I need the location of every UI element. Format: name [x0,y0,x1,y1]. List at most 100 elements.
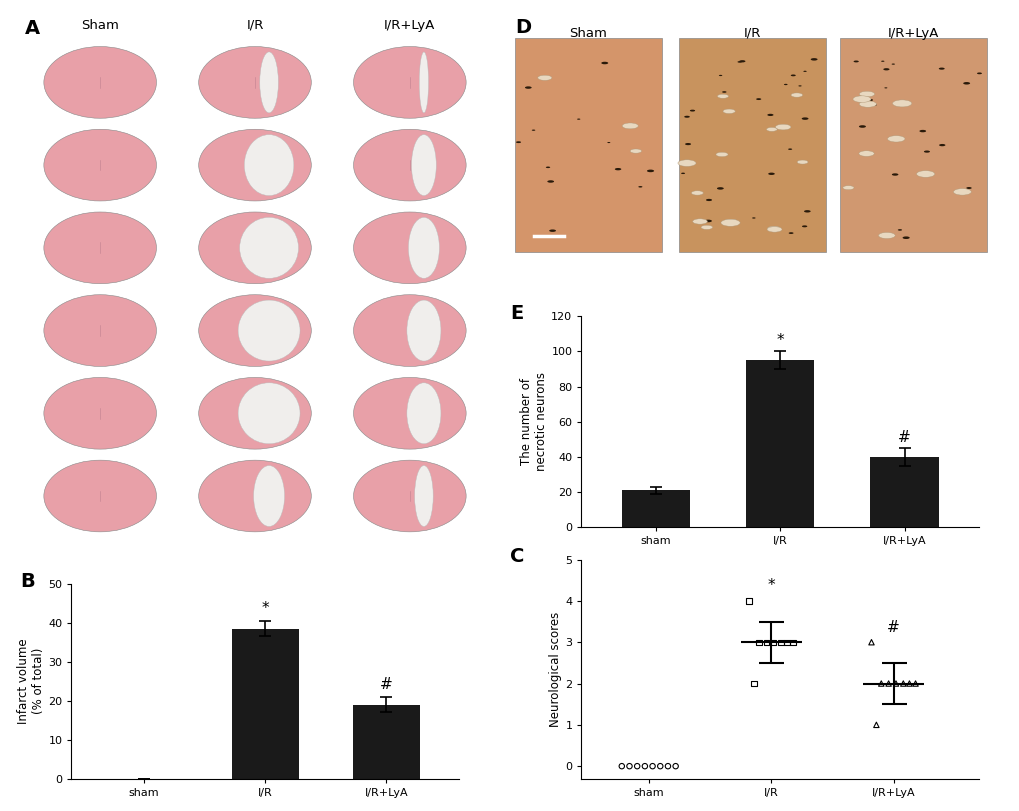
Ellipse shape [638,186,642,187]
Ellipse shape [705,199,711,201]
Ellipse shape [44,460,156,532]
Text: #: # [898,430,910,444]
Ellipse shape [691,191,703,195]
Ellipse shape [965,187,971,189]
Y-axis label: Neurological scores: Neurological scores [549,611,561,727]
Ellipse shape [537,75,551,80]
Point [879,677,896,690]
Ellipse shape [516,141,521,143]
Ellipse shape [718,75,721,76]
Point [740,594,756,607]
Point [644,760,660,773]
Ellipse shape [407,300,440,361]
Ellipse shape [923,151,929,152]
Ellipse shape [788,148,792,150]
Ellipse shape [44,294,156,367]
Ellipse shape [614,168,621,170]
Ellipse shape [751,217,755,219]
Ellipse shape [788,232,793,234]
Ellipse shape [237,300,300,361]
Text: #: # [379,677,392,692]
Bar [840,37,986,251]
Text: *: * [261,601,269,616]
Ellipse shape [646,169,653,172]
Ellipse shape [858,151,873,157]
Ellipse shape [916,170,933,178]
Ellipse shape [852,96,870,102]
Text: I/R+LyA: I/R+LyA [384,19,435,32]
Bar [869,457,937,527]
Ellipse shape [254,466,284,526]
Ellipse shape [810,58,817,61]
Ellipse shape [937,67,944,70]
Ellipse shape [755,98,760,100]
Ellipse shape [692,219,707,224]
Ellipse shape [798,85,801,87]
Ellipse shape [44,46,156,118]
Point [862,636,878,649]
Ellipse shape [408,217,439,278]
Text: Sham: Sham [569,27,606,40]
Ellipse shape [44,377,156,449]
Ellipse shape [411,135,436,195]
Ellipse shape [622,123,638,129]
Bar [622,490,690,527]
Ellipse shape [866,99,872,101]
Text: A: A [25,19,40,38]
Ellipse shape [801,118,808,120]
Ellipse shape [737,61,741,62]
Point [666,760,683,773]
Ellipse shape [766,114,772,116]
Ellipse shape [245,135,293,195]
Ellipse shape [882,68,889,71]
Point [750,636,766,649]
Ellipse shape [891,63,894,65]
Ellipse shape [531,130,535,131]
Ellipse shape [199,212,311,284]
Point [887,677,903,690]
Ellipse shape [858,101,875,107]
Ellipse shape [354,212,466,284]
Bar [353,705,419,779]
Ellipse shape [199,129,311,201]
Point [745,677,761,690]
Point [621,760,637,773]
Ellipse shape [790,93,802,97]
Ellipse shape [722,109,735,114]
Ellipse shape [237,383,300,444]
Text: #: # [887,620,899,635]
Point [901,677,917,690]
Ellipse shape [545,166,549,168]
Ellipse shape [869,104,876,106]
Ellipse shape [796,160,807,164]
Point [907,677,923,690]
Ellipse shape [700,225,712,230]
Ellipse shape [803,71,806,72]
Ellipse shape [354,129,466,201]
Ellipse shape [548,230,555,232]
Ellipse shape [723,219,737,224]
Text: I/R+LyA: I/R+LyA [888,27,938,40]
Point [629,760,645,773]
Point [895,677,911,690]
Bar [231,629,299,779]
Ellipse shape [962,82,969,84]
Ellipse shape [577,118,580,120]
Ellipse shape [260,52,278,113]
Text: I/R: I/R [743,27,760,40]
Point [772,636,789,649]
Ellipse shape [689,109,694,112]
Text: C: C [510,547,524,566]
Ellipse shape [681,173,685,174]
Point [872,677,889,690]
Y-axis label: Infarct volume
(% of total): Infarct volume (% of total) [17,638,46,724]
Ellipse shape [938,144,945,146]
Y-axis label: The number of
necrotic neurons: The number of necrotic neurons [520,372,548,471]
Ellipse shape [354,460,466,532]
Ellipse shape [606,142,609,143]
Ellipse shape [721,91,726,92]
Ellipse shape [407,383,440,444]
Ellipse shape [774,124,790,130]
Ellipse shape [976,72,981,75]
Ellipse shape [199,377,311,449]
